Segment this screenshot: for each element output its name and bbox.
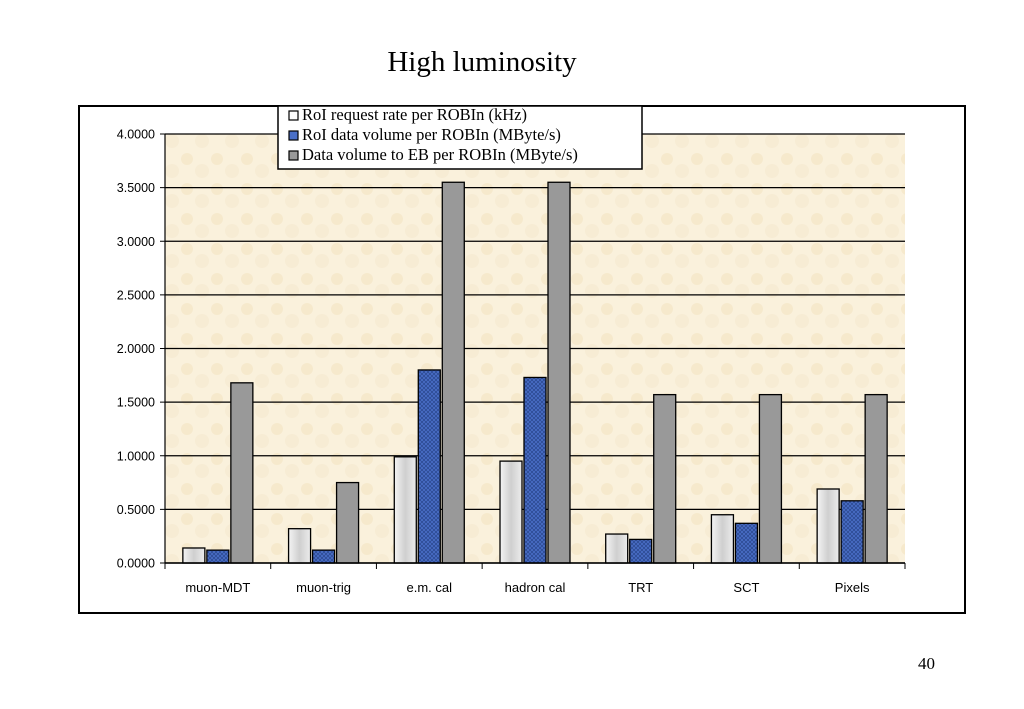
y-tick-label: 3.5000 xyxy=(117,181,155,195)
legend-label-3: Data volume to EB per ROBIn (MByte/s) xyxy=(302,145,578,164)
bar-1-5 xyxy=(710,514,735,564)
bar-2-4 xyxy=(629,538,653,564)
bar-3-0 xyxy=(230,382,254,564)
legend-label-2: RoI data volume per ROBIn (MByte/s) xyxy=(302,125,561,144)
x-tick-label: muon-MDT xyxy=(185,580,250,595)
y-tick-label: 0.5000 xyxy=(117,503,155,517)
bar-3-3 xyxy=(547,181,571,564)
x-tick-label: muon-trig xyxy=(296,580,351,595)
y-tick-label: 0.0000 xyxy=(117,557,155,571)
x-tick-label: SCT xyxy=(733,580,759,595)
y-tick-label: 3.0000 xyxy=(117,235,155,249)
y-tick-label: 1.5000 xyxy=(117,396,155,410)
bar-2-5 xyxy=(734,522,759,564)
bar-1-4 xyxy=(605,533,629,564)
bar-3-5 xyxy=(758,393,783,564)
bar-1-2 xyxy=(393,456,417,564)
bar-1-1 xyxy=(287,528,312,564)
legend-box xyxy=(277,105,643,170)
x-tick-label: hadron cal xyxy=(505,580,566,595)
bar-1-6 xyxy=(816,488,840,564)
bar-3-6 xyxy=(864,393,888,564)
y-tick-label: 4.0000 xyxy=(117,128,155,142)
legend-swatch-1 xyxy=(288,110,299,121)
bar-1-3 xyxy=(499,460,523,564)
y-tick-label: 2.5000 xyxy=(117,288,155,302)
x-tick-label: e.m. cal xyxy=(407,580,453,595)
bar-2-2 xyxy=(417,369,441,564)
legend-label-1: RoI request rate per ROBIn (kHz) xyxy=(302,105,527,124)
y-tick-label: 1.0000 xyxy=(117,449,155,463)
bar-1-0 xyxy=(182,547,206,564)
legend-swatch-2 xyxy=(288,130,299,141)
x-tick-label: TRT xyxy=(628,580,653,595)
bar-2-3 xyxy=(523,376,547,564)
bar-2-6 xyxy=(840,500,864,564)
slide-title: High luminosity xyxy=(387,46,577,78)
bar-2-1 xyxy=(311,549,336,564)
y-tick-label: 2.0000 xyxy=(117,342,155,356)
x-tick-label: Pixels xyxy=(835,580,870,595)
bar-3-1 xyxy=(335,481,360,564)
bar-2-0 xyxy=(206,549,230,564)
bar-3-4 xyxy=(653,393,677,564)
page-number: 40 xyxy=(918,654,935,673)
legend-swatch-3 xyxy=(288,150,299,161)
bar-3-2 xyxy=(441,181,465,564)
